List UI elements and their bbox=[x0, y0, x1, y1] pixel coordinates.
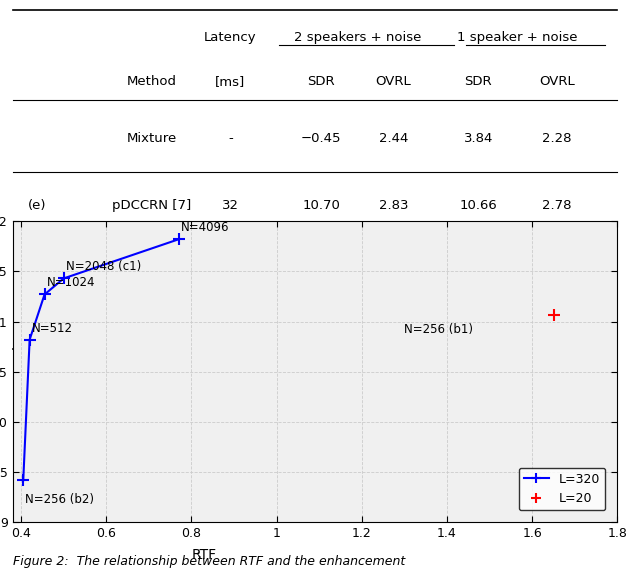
Text: N=2048 (c1): N=2048 (c1) bbox=[66, 261, 141, 273]
Text: 10.70: 10.70 bbox=[302, 199, 340, 212]
Text: N=4096: N=4096 bbox=[181, 221, 229, 234]
Text: 3.84: 3.84 bbox=[464, 132, 493, 145]
Text: -: - bbox=[228, 132, 232, 145]
Text: SDR: SDR bbox=[464, 75, 492, 88]
Text: (f): (f) bbox=[29, 247, 44, 260]
Text: 2.83: 2.83 bbox=[379, 199, 408, 212]
Text: OVRL: OVRL bbox=[539, 75, 575, 88]
Text: (e): (e) bbox=[28, 199, 46, 212]
Text: N=1024: N=1024 bbox=[47, 277, 95, 289]
Text: 20: 20 bbox=[222, 247, 239, 260]
Text: 2.95: 2.95 bbox=[377, 299, 410, 312]
Text: 32: 32 bbox=[222, 199, 239, 212]
Legend: L=320, L=20: L=320, L=20 bbox=[518, 468, 605, 510]
Text: 2 speakers + noise: 2 speakers + noise bbox=[294, 30, 421, 44]
Text: 20: 20 bbox=[222, 299, 239, 312]
Text: Latency: Latency bbox=[204, 30, 256, 44]
Text: 2.28: 2.28 bbox=[542, 132, 571, 145]
Text: N=256 (b2): N=256 (b2) bbox=[25, 493, 94, 506]
Text: 2.89: 2.89 bbox=[541, 299, 573, 312]
Text: OVRL: OVRL bbox=[375, 75, 411, 88]
Text: 11.10: 11.10 bbox=[457, 299, 499, 312]
Text: N=256 (b1): N=256 (b1) bbox=[404, 323, 473, 336]
Text: −0.45: −0.45 bbox=[301, 132, 341, 145]
Text: pDCCRN [7]: pDCCRN [7] bbox=[112, 199, 192, 212]
Text: 2.77: 2.77 bbox=[542, 247, 572, 260]
Text: (d1): (d1) bbox=[23, 299, 50, 312]
Text: 11.58: 11.58 bbox=[300, 299, 342, 312]
Text: Ours: Ours bbox=[136, 299, 168, 312]
Text: SDR: SDR bbox=[307, 75, 335, 88]
Text: Method: Method bbox=[127, 75, 176, 88]
Text: Mixture: Mixture bbox=[127, 132, 177, 145]
Text: [ms]: [ms] bbox=[215, 75, 246, 88]
Text: E3Net [8]: E3Net [8] bbox=[120, 247, 183, 260]
Text: 2.44: 2.44 bbox=[379, 132, 408, 145]
Text: 2.83: 2.83 bbox=[379, 247, 408, 260]
Text: 10.37: 10.37 bbox=[459, 247, 497, 260]
Text: 2.78: 2.78 bbox=[542, 199, 571, 212]
Text: RTF: RTF bbox=[192, 548, 217, 562]
Text: 10.66: 10.66 bbox=[459, 199, 497, 212]
Text: Figure 2:  The relationship between RTF and the enhancement: Figure 2: The relationship between RTF a… bbox=[13, 555, 405, 568]
Text: 1 speaker + noise: 1 speaker + noise bbox=[457, 30, 578, 44]
Text: N=512: N=512 bbox=[32, 321, 73, 335]
Text: 9.83: 9.83 bbox=[306, 247, 336, 260]
